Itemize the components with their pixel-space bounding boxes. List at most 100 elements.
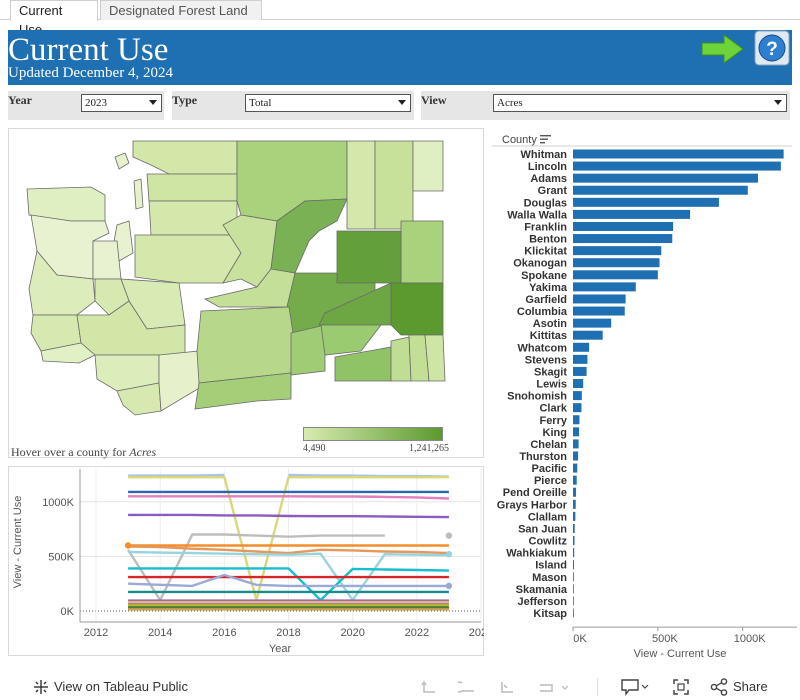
bar-label: Benton [529,234,567,246]
county-spokane [400,220,444,284]
bar-label: Clallam [528,511,567,523]
bar[interactable] [573,209,691,219]
county-island [133,178,144,210]
line-y-tick-label: 0K [61,606,75,618]
bar[interactable] [573,511,576,521]
bar[interactable] [573,149,784,159]
year-select[interactable]: 2023 [81,94,162,112]
bar[interactable] [573,596,574,606]
bar[interactable] [573,342,590,352]
bar[interactable] [573,548,575,558]
map-hint-measure: Acres [129,445,157,459]
share-button[interactable]: Share [733,679,768,694]
fullscreen-icon[interactable] [672,678,690,696]
bar[interactable] [573,221,674,231]
county-snohomish [148,200,238,236]
bar-label: Ferry [539,415,567,427]
bar[interactable] [573,330,603,340]
series-line[interactable] [128,573,449,588]
bar-label: Snohomish [507,391,567,403]
bar-label: Chelan [530,439,567,451]
bar[interactable] [573,234,673,244]
bar[interactable] [573,427,580,437]
bar[interactable] [573,584,574,594]
bar[interactable] [573,354,588,364]
county-asotin [424,334,446,382]
revert-icon[interactable] [498,679,516,695]
bar-label: Kittitas [530,330,567,342]
bar[interactable] [573,487,577,497]
share-icon[interactable] [710,678,728,696]
series-line[interactable] [128,495,449,500]
view-select[interactable]: Acres [493,94,787,112]
bar-x-tick-label: 0K [573,633,587,645]
bar[interactable] [573,258,660,268]
series-point[interactable] [445,551,453,558]
tab-designated-forest-land[interactable]: Designated Forest Land [100,0,262,20]
bar[interactable] [573,270,658,280]
bar[interactable] [573,318,612,328]
bar[interactable] [573,415,580,425]
bar[interactable] [573,379,584,389]
bar[interactable] [573,197,719,207]
bar[interactable] [573,475,577,485]
bar[interactable] [573,294,626,304]
view-on-tableau-link[interactable]: View on Tableau Public [54,679,188,694]
county-yakima [196,306,294,384]
series-line[interactable] [128,476,449,602]
series-line[interactable] [128,513,449,519]
bar[interactable] [573,560,575,570]
bar-label: King [543,427,567,439]
view-select-value: Acres [497,97,523,109]
undo-icon[interactable] [420,679,438,695]
county-lincoln [336,230,402,284]
bar[interactable] [573,391,582,401]
bar[interactable] [573,246,662,256]
line-x-tick-label: 2020 [340,627,364,639]
refresh-icon[interactable] [536,679,570,695]
page-title: Current Use [8,32,169,68]
bar[interactable] [573,185,748,195]
help-icon[interactable]: ? [754,30,792,68]
type-select[interactable]: Total [245,94,411,112]
bar[interactable] [573,161,781,171]
bar[interactable] [573,536,575,546]
bar-label: Lewis [536,379,567,391]
line-y-axis-title: View - Current Use [12,496,24,589]
series-line[interactable] [128,545,449,555]
bar[interactable] [573,306,625,316]
county-column-header: County [502,134,537,146]
bar[interactable] [573,608,574,618]
bar[interactable] [573,173,758,183]
bar[interactable] [573,451,579,461]
county-pend-oreille [412,140,444,192]
trend-line-chart[interactable]: 0K 500K 1000K 2012 2014 2016 2018 2020 2022 2024 Y… [8,466,484,656]
bar[interactable] [573,463,578,473]
comment-icon[interactable] [620,678,652,696]
tab-bar: Current Use Designated Forest Land [0,0,800,37]
tab-current-use[interactable]: Current Use [10,0,98,37]
bar[interactable] [573,366,587,376]
sort-icon[interactable] [540,134,552,145]
arrow-right-icon[interactable] [702,34,744,64]
bar[interactable] [573,499,576,509]
bar[interactable] [573,403,582,413]
series-line[interactable] [128,550,449,602]
header-banner: Current Use Updated December 4, 2024 ? [8,30,792,85]
bar-label: Grant [538,185,568,197]
redo-icon[interactable] [458,679,478,695]
county-whitman [390,282,444,336]
series-point[interactable] [124,542,132,549]
washington-county-map[interactable] [9,129,483,429]
bar-label: Columbia [517,306,568,318]
bar[interactable] [573,439,579,449]
bar[interactable] [573,523,575,533]
series-line[interactable] [128,567,449,602]
bar[interactable] [573,572,574,582]
bar-label: Cowlitz [529,536,568,548]
bar[interactable] [573,282,636,292]
series-point[interactable] [445,582,453,590]
bar-label: Wahkiakum [506,548,567,560]
series-point[interactable] [445,532,453,539]
